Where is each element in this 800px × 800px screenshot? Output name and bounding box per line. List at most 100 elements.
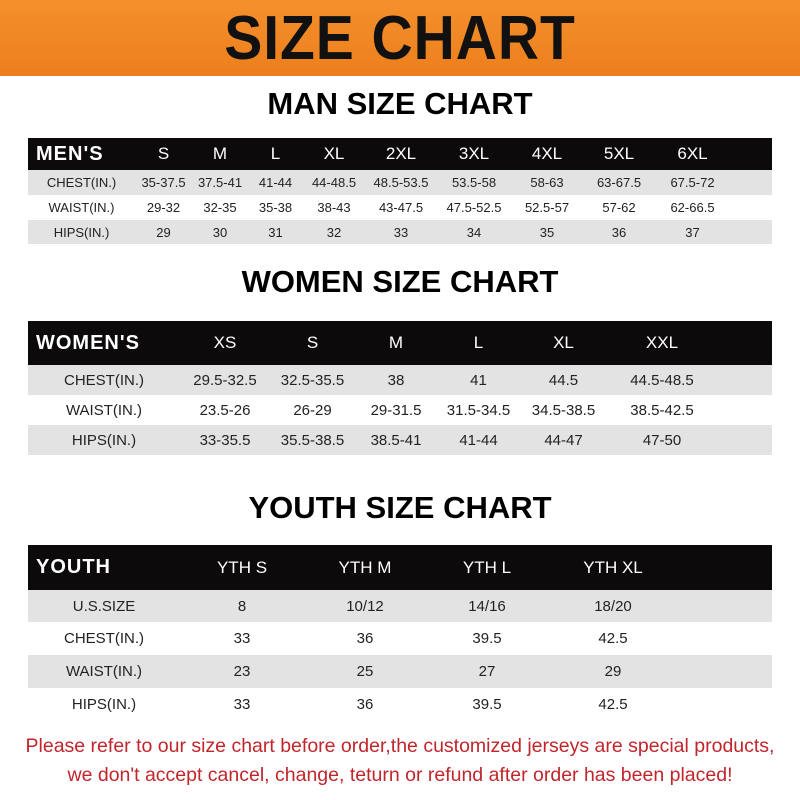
measurement-value: 39.5 [472, 695, 502, 713]
measurement-value: 23.5-26 [199, 401, 251, 419]
measurement-value: 48.5-53.5 [373, 175, 429, 190]
women-section-title: WOMEN SIZE CHART [241, 264, 559, 299]
measurement-label: CHEST(IN.) [64, 371, 144, 389]
table-row: HIPS(IN.) 33-35.5 35.5-38.5 38.5-41 41-44 44-… [28, 425, 772, 455]
measurement-value: 32-35 [203, 200, 237, 215]
measurement-value: 14/16 [468, 597, 506, 615]
measurement-value: 67.5-72 [670, 175, 715, 190]
measurement-value: 37.5-41 [197, 175, 243, 190]
size-header-cell: YTH XL [583, 557, 643, 577]
measurement-value: 47.5-52.5 [446, 200, 502, 215]
header-label: MEN'S [36, 142, 104, 165]
measurement-value: 41-44 [459, 431, 498, 449]
measurement-label: CHEST(IN.) [46, 175, 117, 190]
measurement-value: 63-67.5 [596, 175, 642, 190]
measurement-value: 44-47 [544, 431, 583, 449]
table-row: HIPS(IN.) 33 36 39.5 42.5 [28, 688, 772, 720]
measurement-value: 29 [604, 663, 622, 680]
size-header-cell: S [157, 144, 170, 163]
size-header-cell: YTH S [216, 557, 268, 577]
header-label: WOMEN'S [36, 331, 140, 354]
measurement-value: 33 [233, 630, 251, 647]
size-header-cell: M [388, 333, 404, 352]
measurement-value: 43-47.5 [378, 200, 424, 215]
men-header-row: MEN'S S M L XL 2XL 3XL 4XL 5XL 6XL [28, 138, 772, 170]
table-row: WAIST(IN.) 29-32 32-35 35-38 38-43 43-47.5 47.… [28, 195, 772, 220]
measurement-label: HIPS(IN.) [53, 224, 110, 240]
size-header-cell: 2XL [385, 144, 417, 163]
measurement-value: 57-62 [602, 200, 636, 215]
measurement-value: 38.5-41 [370, 431, 422, 449]
table-row: CHEST(IN.) 33 36 39.5 42.5 [28, 622, 772, 655]
notice-line-1: Please refer to our size chart before or… [25, 735, 775, 757]
size-header-cell: YTH M [338, 557, 392, 577]
men-section-title: MAN SIZE CHART [267, 86, 533, 121]
measurement-value: 33 [233, 695, 251, 713]
measurement-label: HIPS(IN.) [71, 695, 137, 713]
measurement-value: 18/20 [594, 597, 632, 615]
measurement-value: 29-32 [146, 200, 181, 215]
measurement-label: U.S.SIZE [72, 597, 136, 615]
measurement-value: 44.5-48.5 [630, 371, 694, 389]
measurement-value: 32.5-35.5 [280, 371, 345, 389]
measurement-value: 52.5-57 [524, 200, 570, 215]
measurement-value: 25 [356, 663, 374, 680]
size-header-cell: XXL [645, 333, 679, 352]
measurement-value: 53.5-58 [451, 175, 497, 190]
measurement-value: 62-66.5 [670, 200, 715, 215]
size-header-cell: 6XL [677, 144, 708, 163]
measurement-value: 10/12 [346, 597, 384, 615]
size-header-cell: L [473, 333, 484, 352]
women-size-table: WOMEN'S XS S M L XL XXL CHEST(IN.) 29.5-32.5 32.5… [28, 321, 772, 455]
table-row: HIPS(IN.) 29 30 31 32 33 34 35 36 37 [28, 220, 772, 244]
measurement-value: 35 [539, 224, 555, 240]
measurement-value: 36 [356, 630, 374, 647]
measurement-value: 23 [233, 663, 251, 680]
youth-size-table: YOUTH YTH S YTH M YTH L YTH XL U.S.SIZE 8 10/12… [28, 545, 772, 720]
measurement-value: 33 [393, 224, 409, 240]
header-label: YOUTH [36, 556, 111, 578]
measurement-value: 37 [685, 224, 700, 240]
measurement-value: 38-43 [317, 200, 351, 215]
size-header-cell: 3XL [458, 144, 490, 163]
measurement-value: 35.5-38.5 [280, 431, 345, 449]
measurement-value: 32 [326, 224, 342, 240]
size-header-cell: YTH L [462, 557, 512, 577]
measurement-label: HIPS(IN.) [71, 431, 137, 449]
measurement-value: 29 [156, 224, 171, 240]
table-row: U.S.SIZE 8 10/12 14/16 18/20 [28, 590, 772, 622]
measurement-value: 39.5 [472, 630, 502, 647]
size-header-cell: 4XL [531, 144, 563, 163]
table-row: WAIST(IN.) 23 25 27 29 [28, 655, 772, 688]
size-header-cell: XL [323, 144, 345, 163]
measurement-value: 44-48.5 [311, 175, 357, 190]
measurement-value: 35-38 [258, 200, 293, 215]
measurement-value: 58-63 [530, 175, 564, 190]
measurement-value: 29-31.5 [370, 401, 422, 419]
measurement-value: 42.5 [598, 695, 628, 713]
measurement-value: 41-44 [258, 175, 293, 190]
size-header-cell: M [212, 144, 228, 163]
measurement-label: WAIST(IN.) [48, 200, 115, 215]
table-row: WAIST(IN.) 23.5-26 26-29 29-31.5 31.5-34.5 34… [28, 395, 772, 425]
size-header-cell: 5XL [603, 144, 635, 163]
size-header-cell: XL [553, 333, 574, 352]
main-title: SIZE CHART [224, 3, 576, 73]
measurement-value: 41 [470, 371, 487, 389]
measurement-value: 27 [478, 663, 496, 680]
measurement-value: 33-35.5 [199, 431, 251, 449]
women-header-row: WOMEN'S XS S M L XL XXL [28, 321, 772, 365]
measurement-value: 38.5-42.5 [630, 401, 694, 419]
measurement-value: 31 [268, 224, 283, 240]
measurement-value: 34.5-38.5 [531, 401, 596, 419]
men-size-table: MEN'S S M L XL 2XL 3XL 4XL 5XL 6XL CHEST(IN.) 35-37… [28, 138, 772, 244]
measurement-value: 26-29 [293, 401, 332, 419]
measurement-value: 34 [466, 224, 482, 240]
youth-header-row: YOUTH YTH S YTH M YTH L YTH XL [28, 545, 772, 590]
measurement-value: 31.5-34.5 [446, 401, 511, 419]
measurement-value: 36 [356, 695, 374, 713]
measurement-value: 44.5 [548, 371, 579, 389]
measurement-value: 29.5-32.5 [193, 371, 257, 389]
measurement-value: 42.5 [598, 630, 628, 647]
size-chart-banner: SIZE CHART [0, 0, 800, 76]
